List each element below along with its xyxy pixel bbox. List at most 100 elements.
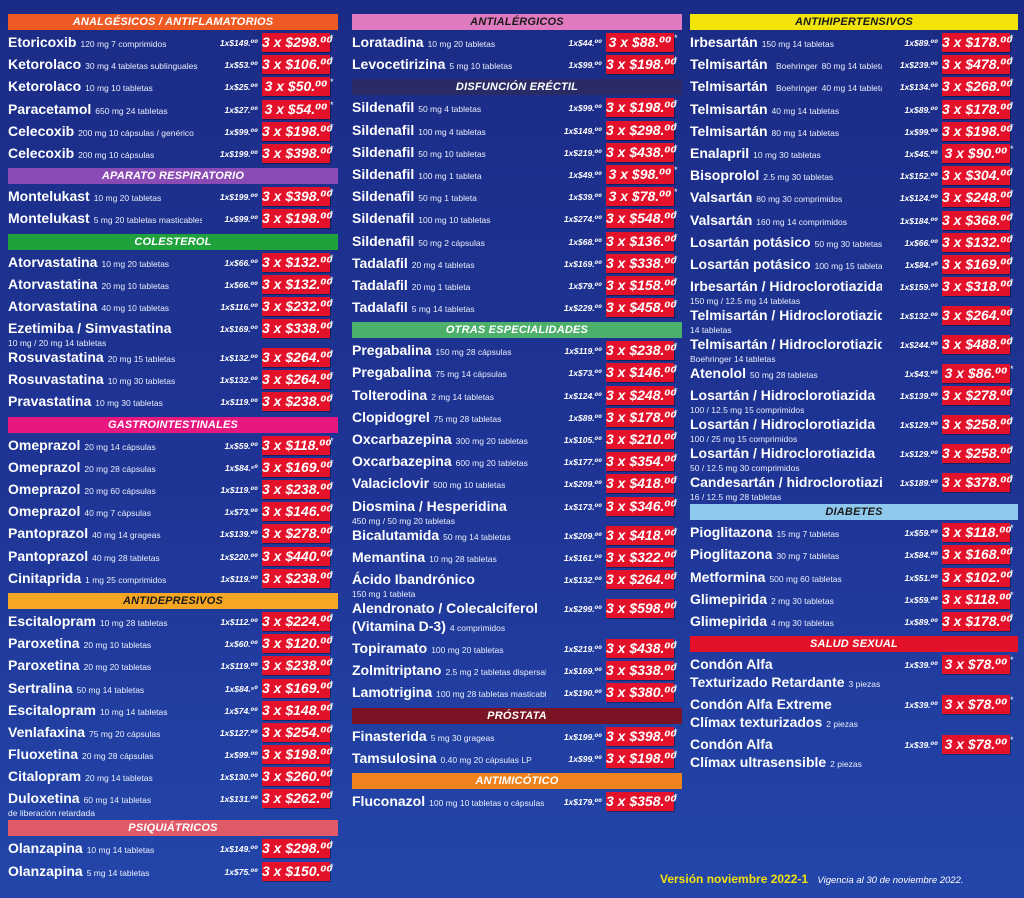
- product-detail: 20 mg 60 cápsulas: [84, 486, 156, 496]
- unit-price: 1x$53.⁰⁰: [224, 60, 258, 71]
- product-row: Sildenafil 50 mg 4 tabletas 1x$99.⁰⁰ 3 x $1…: [352, 97, 682, 119]
- promo-price-badge: 3 x $198.⁰⁰: [262, 745, 333, 765]
- product-name: Irbesartán / Hidroclorotiazida: [690, 278, 882, 295]
- promo-price-badge: 3 x $198.⁰⁰: [942, 121, 1013, 141]
- product-detail: 50 mg 2 cápsulas: [418, 237, 485, 248]
- asterisk-mark: *: [330, 546, 334, 557]
- product-row: Glimepirida 4 mg 30 tabletas 1x$89.⁰⁰ 3 x $…: [690, 611, 1018, 633]
- asterisk-mark: *: [330, 839, 334, 850]
- product-name: Losartán / Hidroclorotiazida: [690, 445, 876, 462]
- product-second-line: Texturizado Retardante 3 piezas: [690, 674, 882, 692]
- promo-price-badge: 3 x $132.⁰⁰: [942, 232, 1013, 252]
- unit-price: 1x$79.⁰⁰: [568, 280, 602, 291]
- product-detail: 150 mg 28 cápsulas: [435, 347, 512, 358]
- product-detail: 80 mg 30 comprimidos: [756, 194, 843, 205]
- category-section: GASTROINTESTINALES Omeprazol 20 mg 14 cáps…: [8, 416, 338, 590]
- product-second-line: Clímax texturizados 2 piezas: [690, 714, 882, 732]
- product-info: Alendronato / Colecalciferol (Vitamina D-…: [352, 598, 546, 636]
- product-detail: 5 mg 20 tabletas masticables: [93, 215, 202, 226]
- product-row: Pioglitazona 15 mg 7 tabletas 1x$59.⁰⁰ 3 x …: [690, 522, 1018, 544]
- unit-price: 1x$132.⁰⁰: [219, 353, 258, 364]
- product-detail-line2: de liberación retardada: [8, 808, 95, 819]
- promo-price-badge: 3 x $418.⁰⁰: [606, 474, 677, 494]
- promo-price-badge: 3 x $598.⁰⁰: [606, 598, 677, 618]
- product-row: Bicalutamida 50 mg 14 tabletas 1x$209.⁰⁰ 3 …: [352, 525, 682, 547]
- category-header: ANTIMICÓTICO: [352, 772, 682, 789]
- product-info: Escitalopram 10 mg 14 tabletas: [8, 700, 202, 720]
- promo-price-badge: 3 x $198.⁰⁰: [262, 209, 333, 229]
- product-detail-line2: 150 mg / 12.5 mg 14 tabletas: [690, 296, 801, 307]
- product-detail: 40 mg 28 tabletas: [92, 552, 160, 563]
- promo-price-badge: 3 x $238.⁰⁰: [262, 392, 333, 412]
- product-detail: 80 mg 14 tabletas: [821, 61, 882, 72]
- promo-price-badge: 3 x $278.⁰⁰: [942, 386, 1013, 406]
- product-name: Sertralina: [8, 679, 73, 696]
- product-row: Telmisartán 80 mg 14 tabletas 1x$99.⁰⁰ 3 x …: [690, 121, 1018, 143]
- unit-price: 1x$119.⁰⁰: [220, 573, 258, 584]
- unit-price: 1x$89.⁰⁰: [568, 412, 602, 423]
- product-info: Escitalopram 10 mg 28 tabletas: [8, 611, 202, 631]
- product-row: Paroxetina 20 mg 10 tabletas 1x$60.⁰⁰ 3 x $…: [8, 633, 338, 655]
- unit-price: 1x$99.⁰⁰: [568, 103, 602, 114]
- product-detail: 100 mg 28 tabletas masticables: [436, 689, 546, 700]
- promo-price-badge: 3 x $50.⁰⁰: [262, 77, 330, 97]
- product-name: Enalapril: [690, 144, 750, 161]
- unit-price: 1x$119.⁰⁰: [220, 661, 258, 672]
- product-row: Sildenafil 50 mg 2 cápsulas 1x$68.⁰⁰ 3 x $1…: [352, 231, 682, 253]
- product-info: Tadalafil 20 mg 1 tableta: [352, 275, 546, 295]
- product-detail: 75 mg 28 tabletas: [433, 413, 502, 424]
- product-row: Etoricoxib 120 mg 7 comprimidos 1x$149.⁰⁰ 3…: [8, 32, 338, 54]
- asterisk-mark: *: [330, 634, 334, 645]
- product-name: Telmisartán: [690, 122, 768, 139]
- unit-price: 1x$99.⁰⁰: [224, 214, 258, 225]
- product-name: Atenolol: [690, 365, 746, 382]
- product-info: Rosuvastatina 10 mg 30 tabletas: [8, 369, 202, 389]
- product-row: Omeprazol 20 mg 14 cápsulas 1x$59.⁰⁰ 3 x $1…: [8, 435, 338, 457]
- asterisk-mark: *: [674, 385, 678, 396]
- product-info: Irbesartán 150 mg 14 tabletas: [690, 32, 882, 52]
- promo-price-badge: 3 x $232.⁰⁰: [262, 296, 333, 316]
- product-detail: 20 mg 14 tabletas: [85, 773, 153, 784]
- product-info: Tolterodina 2 mg 14 tabletas: [352, 385, 546, 405]
- product-info: Glimepirida 4 mg 30 tabletas: [690, 611, 882, 631]
- unit-price: 1x$244.⁰⁰: [899, 340, 938, 351]
- product-info: Olanzapina 10 mg 14 tabletas: [8, 838, 202, 858]
- category-section: PRÓSTATA Finasterida 5 mg 30 grageas 1x$199…: [352, 707, 682, 770]
- promo-price-badge: 3 x $268.⁰⁰: [942, 77, 1013, 97]
- product-info: Valsartán 160 mg 14 comprimidos: [690, 210, 882, 230]
- unit-price: 1x$84.⁰⁰: [904, 550, 938, 561]
- product-detail: 1 mg 25 comprimidos: [85, 574, 167, 585]
- asterisk-mark: *: [330, 722, 334, 733]
- product-info: Topiramato 100 mg 20 tabletas: [352, 638, 546, 658]
- product-info: Irbesartán / Hidroclorotiazida 150 mg / 1…: [690, 276, 882, 306]
- asterisk-mark: *: [1010, 473, 1014, 484]
- asterisk-mark: *: [674, 474, 678, 485]
- product-name: Paroxetina: [8, 657, 80, 674]
- product-row: Condón Alfa Extreme Clímax texturizados 2 …: [690, 694, 1018, 734]
- product-row: Oxcarbazepina 300 mg 20 tabletas 1x$105.⁰⁰…: [352, 429, 682, 451]
- unit-price: 1x$127.⁰⁰: [219, 727, 258, 738]
- product-info: Ketorolaco 30 mg 4 tabletas sublinguales: [8, 54, 202, 74]
- product-detail: 50 mg 10 tabletas: [418, 148, 486, 159]
- product-info: Montelukast 5 mg 20 tabletas masticables: [8, 208, 202, 228]
- product-name: Rosuvastatina: [8, 371, 104, 388]
- product-detail: 2.5 mg 2 tabletas dispersable: [445, 667, 546, 678]
- footer: Versión noviembre 2022-1 Vigencia al 30 …: [660, 872, 1020, 886]
- product-detail: 500 mg 10 tabletas: [433, 480, 506, 491]
- product-info: Clopidogrel 75 mg 28 tabletas: [352, 407, 546, 427]
- product-name: Condón Alfa Extreme: [690, 696, 832, 713]
- product-detail: 100 mg 4 tabletas: [418, 126, 486, 137]
- unit-price: 1x$179.⁰⁰: [563, 796, 602, 807]
- product-info: Zolmitriptano 2.5 mg 2 tabletas dispersab…: [352, 660, 546, 680]
- product-detail-line2: 10 mg / 20 mg 14 tabletas: [8, 338, 107, 349]
- category-header: ANTIHIPERTENSIVOS: [690, 14, 1018, 30]
- product-info: Pantoprazol 40 mg 14 grageas: [8, 523, 202, 543]
- promo-price-badge: 3 x $150.⁰⁰: [262, 861, 333, 881]
- asterisk-mark: *: [330, 568, 334, 579]
- asterisk-mark: *: [330, 861, 334, 872]
- product-detail: 30 mg 7 tabletas: [776, 551, 840, 562]
- unit-price: 1x$116.⁰⁰: [220, 301, 258, 312]
- product-name: Memantina: [352, 548, 426, 565]
- product-info: Bisoprolol 2.5 mg 30 tabletas: [690, 165, 882, 185]
